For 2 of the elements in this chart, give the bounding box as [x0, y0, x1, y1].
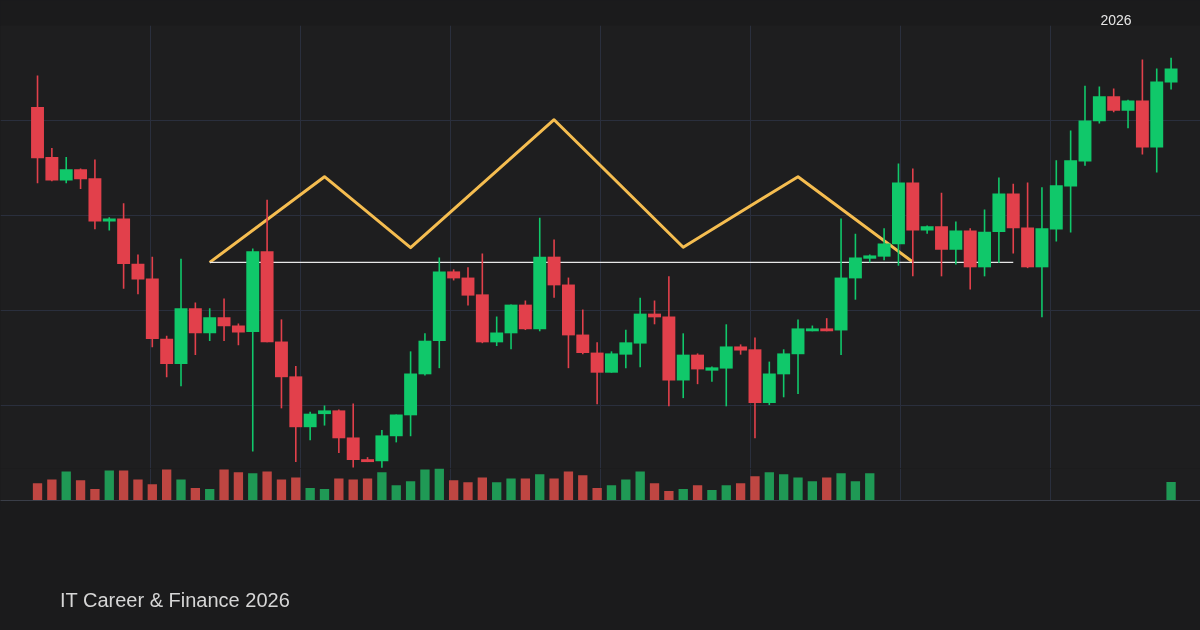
text: IT Career & Finance 2026 — [60, 588, 290, 612]
text: 2026 — [1100, 11, 1132, 28]
